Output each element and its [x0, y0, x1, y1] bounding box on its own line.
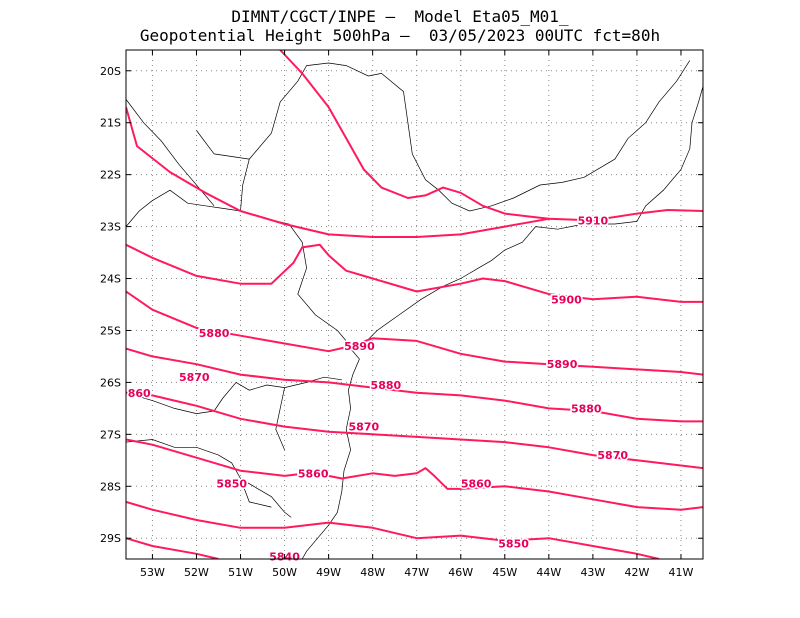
lon-tick-label: 51W [228, 566, 253, 579]
contour-label: 5870 [349, 421, 380, 434]
lon-tick-label: 48W [360, 566, 385, 579]
map-frame [125, 49, 704, 560]
contour-line-5850 [126, 500, 660, 559]
lon-tick-label: 49W [316, 566, 341, 579]
lon-tick-label: 41W [669, 566, 694, 579]
contour-line-5910 [279, 50, 549, 220]
contour-label: 5860 [298, 467, 329, 480]
lat-tick-label: 26S [100, 376, 121, 389]
lon-tick-label: 47W [404, 566, 429, 579]
contour-line-5840 [126, 537, 219, 559]
contour-label: 5860 [461, 478, 492, 491]
coastline-borders [126, 60, 703, 559]
contour-label: 5870 [179, 371, 210, 384]
lon-tick-label: 52W [184, 566, 209, 579]
coastline-segment [126, 376, 342, 414]
contour-line-5880 [126, 347, 703, 423]
lat-tick-label: 28S [100, 480, 121, 493]
contour-line-5890 [126, 290, 703, 376]
contour-label: 5880 [571, 402, 602, 415]
coastline-segment [301, 348, 360, 559]
lon-tick-label: 42W [624, 566, 649, 579]
coastline-segment [240, 62, 382, 212]
contour-label: 5870 [597, 449, 628, 462]
contour-labels: 5910 5900 5890 5890 5880 5880 5880 5870 5870 5870… [126, 213, 630, 565]
contour-label: 5900 [551, 293, 582, 306]
contour-line-5910 [126, 106, 703, 238]
coastline-segment [240, 478, 272, 508]
coastline-segment [361, 86, 703, 347]
lon-tick-label: 46W [448, 566, 473, 579]
contour-line-5870 [126, 391, 703, 470]
contour-label: 5890 [547, 358, 578, 371]
lat-tick-label: 29S [100, 532, 121, 545]
contour-line-5860 [126, 438, 703, 511]
lat-tick-label: 24S [100, 273, 121, 286]
lon-tick-label: 45W [492, 566, 517, 579]
lon-tick-label: 50W [272, 566, 297, 579]
axis-ticks: 53W 52W 51W 50W 49W 48W 47W 46W 45W 44W 43W 42W 41W 2… [100, 50, 703, 579]
coastline-segment [196, 130, 250, 160]
lon-tick-label: 44W [536, 566, 561, 579]
contour-label: 5910 [578, 214, 609, 227]
lat-tick-label: 20S [100, 65, 121, 78]
lat-tick-label: 22S [100, 169, 121, 182]
lat-lon-grid [126, 50, 703, 559]
coastline-segment [381, 60, 691, 212]
map-title-line2: Geopotential Height 500hPa – 03/05/2023 … [139, 26, 661, 45]
lat-tick-label: 21S [100, 117, 121, 130]
coastline-segment [275, 387, 285, 451]
coastline-segment [126, 189, 351, 347]
map-title-line1: DIMNT/CGCT/INPE – Model Eta05_M01_ [231, 7, 569, 26]
lon-tick-label: 43W [580, 566, 605, 579]
contour-label: 5850 [498, 537, 529, 550]
coastline-segment [126, 99, 215, 207]
coastline-segment [126, 439, 292, 518]
height-contours [126, 50, 703, 559]
contour-label: 5880 [371, 379, 402, 392]
contour-label: 860 [128, 387, 151, 400]
lat-tick-label: 25S [100, 324, 121, 337]
lon-tick-label: 53W [140, 566, 165, 579]
lat-tick-label: 27S [100, 428, 121, 441]
contour-label: 5880 [199, 327, 230, 340]
contour-label: 5850 [216, 478, 247, 491]
contour-label: 5890 [344, 340, 375, 353]
contour-line-5900 [126, 243, 703, 303]
lat-tick-label: 23S [100, 221, 121, 234]
